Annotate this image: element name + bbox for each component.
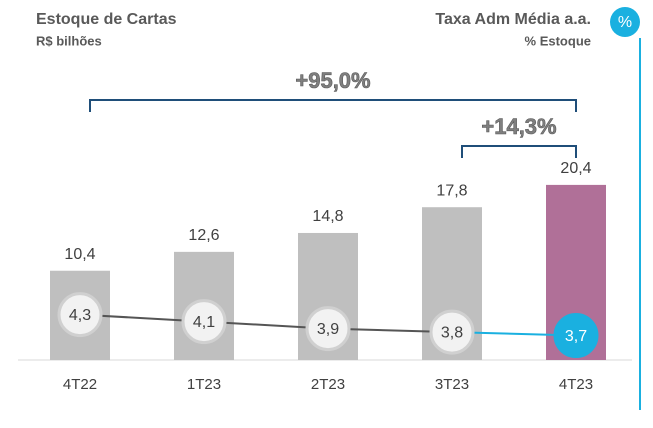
y2-subtitle: % Estoque bbox=[525, 33, 591, 48]
line bbox=[79, 313, 453, 334]
line-marker bbox=[553, 313, 599, 359]
bar-label: 20,4 bbox=[560, 160, 591, 177]
line-label: 3,8 bbox=[441, 324, 463, 341]
badge: % bbox=[618, 14, 632, 31]
line-label: 3,7 bbox=[565, 328, 587, 345]
x-tick-label: 4T23 bbox=[559, 376, 593, 393]
bracket bbox=[461, 145, 577, 158]
line-marker bbox=[305, 306, 351, 352]
annotation: +14,3% bbox=[481, 114, 556, 139]
y2-title: Taxa Adm Média a.a. bbox=[435, 11, 591, 28]
line-label: 3,9 bbox=[317, 321, 339, 338]
x-tick-label: 1T23 bbox=[187, 376, 221, 393]
line-marker bbox=[181, 299, 227, 345]
x-tick-label: 4T22 bbox=[63, 376, 97, 393]
annotation: +95,0% bbox=[295, 68, 370, 93]
x-tick-label: 3T23 bbox=[435, 376, 469, 393]
line-marker bbox=[429, 309, 475, 355]
x-tick-label: 2T23 bbox=[311, 376, 345, 393]
chart-subtitle: R$ bilhões bbox=[36, 33, 102, 48]
badge-circle bbox=[610, 7, 640, 37]
bracket bbox=[89, 99, 577, 112]
bar-label: 17,8 bbox=[436, 182, 467, 199]
bar-label: 12,6 bbox=[188, 227, 219, 244]
line-label: 4,3 bbox=[69, 307, 91, 324]
bar-label: 10,4 bbox=[64, 246, 95, 263]
chart-title: Estoque de Cartas bbox=[36, 11, 177, 28]
bar-label: 14,8 bbox=[312, 208, 343, 225]
line-marker bbox=[57, 292, 103, 338]
line-label: 4,1 bbox=[193, 314, 215, 331]
